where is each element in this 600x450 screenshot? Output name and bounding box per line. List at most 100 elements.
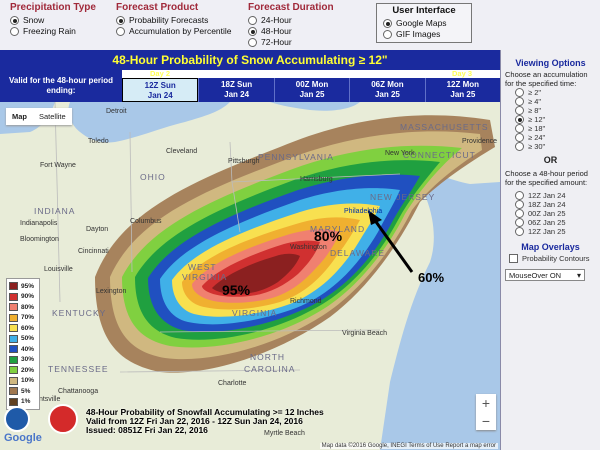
time-line1: 00Z Mon bbox=[295, 80, 329, 89]
city-label-virginia-beach: Virginia Beach bbox=[342, 330, 388, 337]
period-option[interactable]: 12Z Jan 24 bbox=[515, 191, 596, 200]
radio-icon[interactable] bbox=[515, 191, 524, 200]
accumulation-option[interactable]: ≥ 30" bbox=[515, 142, 596, 151]
period-options: 12Z Jan 24 18Z Jan 24 00Z Jan 25 06Z Jan 25… bbox=[505, 191, 596, 236]
duration-option-48h[interactable]: 48-Hour bbox=[248, 26, 334, 37]
time-tab-12z-sun[interactable]: 12Z Sun Jan 24 bbox=[122, 78, 199, 102]
legend-label: 5% bbox=[21, 387, 31, 395]
radio-icon[interactable] bbox=[383, 30, 392, 39]
legend-row: 70% bbox=[9, 313, 37, 324]
time-tab-00z-mon[interactable]: 00Z Mon Jan 25 bbox=[273, 78, 349, 102]
user-interface-box: User Interface Google Maps GIF Images bbox=[376, 3, 472, 43]
duration-option-24h[interactable]: 24-Hour bbox=[248, 15, 334, 26]
option-label: ≥ 18" bbox=[528, 124, 546, 133]
map-view[interactable]: Map Satellite MASSACHUSETTS CONNECTICUT … bbox=[0, 102, 500, 450]
time-selector: 12Z Sun Jan 24 18Z Sun Jan 24 00Z Mon Jan 2… bbox=[122, 78, 500, 102]
city-label-richmond: Richmond bbox=[290, 298, 322, 305]
state-label-north: NORTH bbox=[250, 352, 286, 362]
option-label: Freezing Rain bbox=[23, 26, 76, 36]
precip-option-snow[interactable]: Snow bbox=[10, 15, 96, 26]
zoom-out-button[interactable]: − bbox=[481, 413, 491, 429]
accumulation-option[interactable]: ≥ 24" bbox=[515, 133, 596, 142]
time-line2: Jan 24 bbox=[224, 90, 250, 99]
city-label-huntsville: Huntsville bbox=[30, 396, 61, 403]
option-label: ≥ 8" bbox=[528, 106, 542, 115]
accumulation-option[interactable]: ≥ 12" bbox=[515, 115, 596, 124]
radio-icon[interactable] bbox=[10, 16, 19, 25]
state-label-west: WEST bbox=[188, 262, 217, 272]
radio-icon[interactable] bbox=[515, 142, 524, 151]
state-label-new-jersey: NEW JERSEY bbox=[370, 192, 436, 202]
state-label-ohio: OHIO bbox=[140, 172, 166, 182]
radio-icon[interactable] bbox=[116, 16, 125, 25]
time-tab-06z-mon[interactable]: 06Z Mon Jan 25 bbox=[349, 78, 424, 102]
user-interface-title: User Interface bbox=[392, 5, 456, 16]
radio-icon[interactable] bbox=[515, 124, 524, 133]
city-label-new-york: New York bbox=[385, 150, 415, 157]
map-type-map-button[interactable]: Map bbox=[12, 112, 27, 121]
accumulation-option[interactable]: ≥ 18" bbox=[515, 124, 596, 133]
probability-legend: 95% 90% 80% 70% 60% 50% 40% 30% 20% 10% 5% 1% bbox=[6, 278, 40, 410]
legend-row: 50% bbox=[9, 334, 37, 345]
radio-icon[interactable] bbox=[515, 115, 524, 124]
ui-option-gif-images[interactable]: GIF Images bbox=[383, 29, 465, 40]
annotation-60-percent: 60% bbox=[418, 270, 445, 285]
legend-swatch bbox=[9, 282, 18, 291]
option-label: ≥ 24" bbox=[528, 133, 546, 142]
radio-icon[interactable] bbox=[10, 27, 19, 36]
legend-label: 30% bbox=[21, 356, 35, 364]
ui-option-google-maps[interactable]: Google Maps bbox=[383, 18, 465, 29]
state-borders bbox=[54, 102, 401, 373]
map-overlays-title: Map Overlays bbox=[521, 242, 580, 252]
zoom-in-button[interactable]: + bbox=[481, 395, 491, 411]
accumulation-option[interactable]: ≥ 4" bbox=[515, 97, 596, 106]
radio-icon[interactable] bbox=[248, 16, 257, 25]
radio-icon[interactable] bbox=[248, 27, 257, 36]
time-line2: Jan 25 bbox=[374, 90, 400, 99]
day-2-label: Day 2 bbox=[150, 69, 171, 78]
precip-option-freezing-rain[interactable]: Freezing Rain bbox=[10, 26, 96, 37]
period-option[interactable]: 06Z Jan 25 bbox=[515, 218, 596, 227]
radio-icon[interactable] bbox=[515, 97, 524, 106]
checkbox-label: Probability Contours bbox=[522, 254, 590, 263]
radio-icon[interactable] bbox=[515, 200, 524, 209]
precip-type-group: Precipitation Type Snow Freezing Rain bbox=[10, 2, 96, 37]
checkbox-icon[interactable] bbox=[509, 254, 518, 263]
radio-icon[interactable] bbox=[515, 209, 524, 218]
radio-icon[interactable] bbox=[116, 27, 125, 36]
radio-icon[interactable] bbox=[515, 227, 524, 236]
map-type-satellite-button[interactable]: Satellite bbox=[39, 112, 66, 121]
radio-icon[interactable] bbox=[515, 88, 524, 97]
city-label-louisville: Louisville bbox=[44, 266, 73, 273]
period-option[interactable]: 18Z Jan 24 bbox=[515, 200, 596, 209]
arrow-60-head bbox=[368, 210, 382, 225]
mouseover-select[interactable]: MouseOver ON bbox=[505, 269, 585, 282]
period-option[interactable]: 12Z Jan 25 bbox=[515, 227, 596, 236]
option-label: Probability Forecasts bbox=[129, 15, 209, 25]
period-option[interactable]: 00Z Jan 25 bbox=[515, 209, 596, 218]
legend-swatch bbox=[9, 355, 18, 364]
radio-icon[interactable] bbox=[515, 106, 524, 115]
time-line2: Jan 25 bbox=[299, 90, 325, 99]
day-3-label: Day 3 bbox=[452, 69, 473, 78]
control-panel: Precipitation Type Snow Freezing Rain Fo… bbox=[0, 0, 600, 51]
radio-icon[interactable] bbox=[515, 133, 524, 142]
viewing-options-panel: Viewing Options Choose an accumulation f… bbox=[500, 50, 600, 450]
product-option-percentile[interactable]: Accumulation by Percentile bbox=[116, 26, 232, 37]
option-label: 48-Hour bbox=[261, 26, 292, 36]
radio-icon[interactable] bbox=[515, 218, 524, 227]
accumulation-option[interactable]: ≥ 8" bbox=[515, 106, 596, 115]
city-label-cincinnati: Cincinnati bbox=[78, 248, 109, 255]
time-tab-18z-sun[interactable]: 18Z Sun Jan 24 bbox=[198, 78, 273, 102]
product-option-probability[interactable]: Probability Forecasts bbox=[116, 15, 232, 26]
radio-icon[interactable] bbox=[248, 38, 257, 47]
noaa-logo bbox=[4, 406, 30, 432]
accumulation-option[interactable]: ≥ 2" bbox=[515, 88, 596, 97]
radio-icon[interactable] bbox=[383, 19, 392, 28]
duration-option-72h[interactable]: 72-Hour bbox=[248, 37, 334, 48]
option-label: 72-Hour bbox=[261, 37, 292, 47]
time-tab-12z-mon[interactable]: 12Z Mon Jan 25 bbox=[424, 78, 500, 102]
option-label: 24-Hour bbox=[261, 15, 292, 25]
probability-contours-toggle[interactable]: Probability Contours bbox=[509, 254, 596, 263]
state-label-west-virginia: VIRGINIA bbox=[182, 272, 228, 282]
